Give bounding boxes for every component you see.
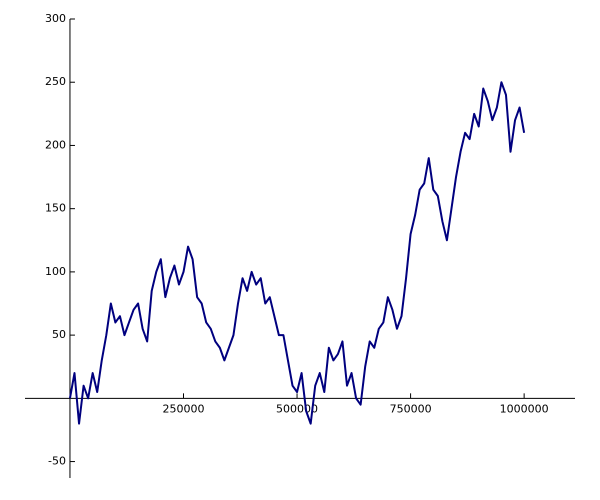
y-tick-label: -50 xyxy=(48,455,66,468)
y-tick-label: 200 xyxy=(45,138,66,151)
y-tick-label: 100 xyxy=(45,265,66,278)
y-tick-label: 150 xyxy=(45,202,66,215)
y-tick-label: 50 xyxy=(52,328,66,341)
x-tick-label: 250000 xyxy=(163,402,205,415)
data-line xyxy=(68,81,526,425)
x-tick-label: 750000 xyxy=(390,402,432,415)
y-tick-label: 300 xyxy=(45,12,66,25)
y-tick-label: 250 xyxy=(45,75,66,88)
x-tick-label: 1000000 xyxy=(500,402,549,415)
